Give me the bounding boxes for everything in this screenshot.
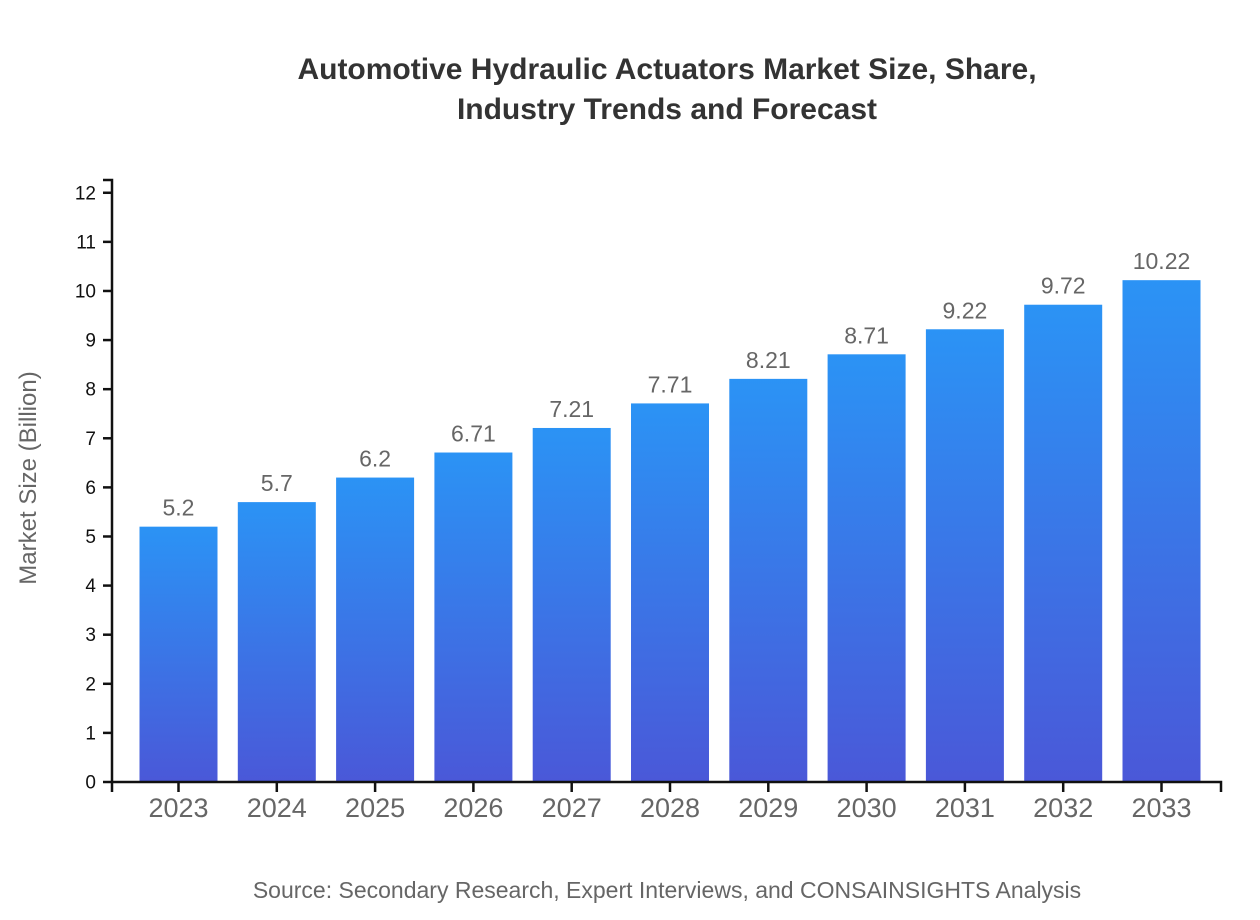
bar (532, 427, 611, 782)
chart-title: Automotive Hydraulic Actuators Market Si… (112, 50, 1222, 130)
bar (139, 526, 218, 782)
x-tick-label: 2025 (345, 793, 405, 823)
bar-value-label: 6.2 (359, 446, 391, 472)
bar-value-label: 7.21 (549, 396, 594, 422)
x-tick-label: 2027 (542, 793, 602, 823)
y-tick-label: 3 (85, 625, 96, 646)
x-tick-label: 2032 (1033, 793, 1093, 823)
chart-title-line2: Industry Trends and Forecast (456, 93, 878, 126)
bar-value-label: 9.72 (1041, 273, 1086, 299)
x-axis (110, 780, 1223, 792)
x-tick-label: 2031 (935, 793, 995, 823)
bar (729, 378, 808, 782)
y-axis (103, 178, 114, 782)
bar (1024, 304, 1103, 782)
bar (827, 354, 906, 782)
y-tick-label: 1 (85, 723, 96, 744)
y-tick-label: 7 (85, 429, 96, 450)
y-tick-label: 12 (75, 183, 96, 204)
bar (336, 477, 415, 782)
y-tick-label: 10 (75, 281, 96, 302)
y-axis-title: Market Size (Billion) (15, 371, 42, 584)
x-tick-label: 2026 (443, 793, 503, 823)
bar (434, 452, 513, 782)
y-tick-label: 6 (85, 478, 96, 499)
bar-value-label: 9.22 (943, 297, 988, 323)
bar-value-label: 5.7 (261, 470, 293, 496)
y-tick-label: 5 (85, 527, 96, 548)
bar-value-label: 8.21 (746, 347, 791, 373)
bar-value-label: 7.71 (648, 371, 693, 397)
x-tick-label: 2024 (247, 793, 307, 823)
y-tick-label: 11 (76, 232, 96, 253)
y-tick-label: 0 (85, 773, 96, 794)
bar (631, 403, 709, 782)
bar (1122, 280, 1201, 782)
bar (237, 502, 316, 782)
bar-value-label: 8.71 (844, 322, 889, 348)
bar (925, 329, 1004, 782)
x-tick-label: 2023 (148, 793, 208, 823)
bar-value-label: 5.2 (163, 495, 195, 521)
x-tick-label: 2030 (837, 793, 897, 823)
x-tick-label: 2033 (1131, 793, 1191, 823)
bar-value-label: 6.71 (451, 421, 496, 447)
x-tick-label: 2029 (738, 793, 798, 823)
y-tick-label: 4 (85, 576, 96, 597)
chart-title-line1: Automotive Hydraulic Actuators Market Si… (297, 53, 1037, 86)
y-tick-label: 2 (85, 674, 96, 695)
y-tick-label: 9 (85, 331, 96, 352)
x-tick-label: 2028 (640, 793, 700, 823)
bar-value-label: 10.22 (1133, 248, 1191, 274)
y-tick-label: 8 (85, 380, 96, 401)
source-note: Source: Secondary Research, Expert Inter… (252, 877, 1082, 903)
